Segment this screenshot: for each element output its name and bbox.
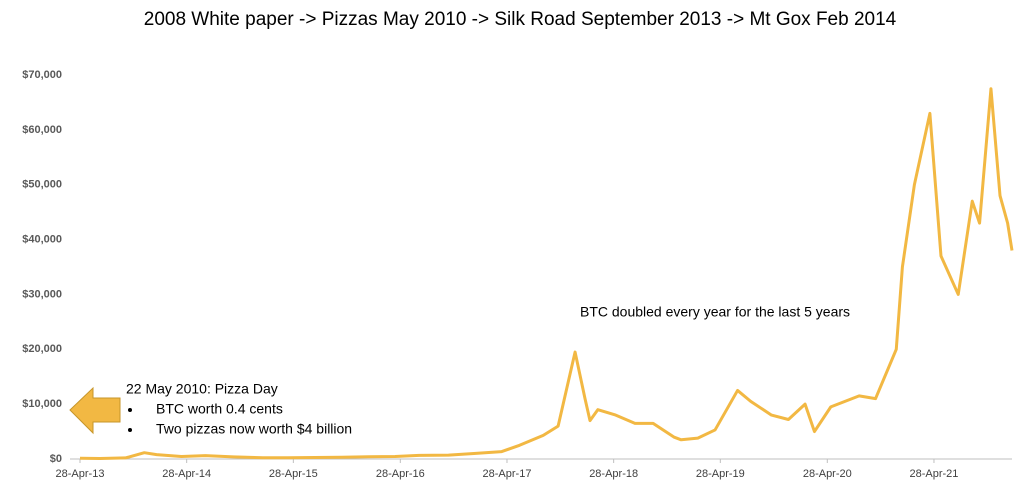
bullet	[128, 428, 132, 432]
y-tick-label: $20,000	[22, 343, 62, 355]
x-tick-label: 28-Apr-21	[910, 468, 959, 480]
x-tick-label: 28-Apr-20	[803, 468, 852, 480]
bullet	[128, 408, 132, 412]
y-tick-label: $60,000	[22, 124, 62, 136]
x-tick-label: 28-Apr-15	[269, 468, 318, 480]
chart-title: 2008 White paper -> Pizzas May 2010 -> S…	[144, 9, 897, 30]
x-tick-label: 28-Apr-18	[589, 468, 638, 480]
price-line	[79, 87, 1014, 461]
plot-area: $0 $10,000 $20,000 $30,000 $40,000 $50,000 $60…	[22, 69, 1014, 480]
y-tick-label: $40,000	[22, 233, 62, 245]
x-tick-label: 28-Apr-17	[483, 468, 532, 480]
y-tick-label: $70,000	[22, 69, 62, 81]
callout-item: Two pizzas now worth $4 billion	[156, 421, 352, 437]
x-tick-label: 28-Apr-16	[376, 468, 425, 480]
annotation: BTC doubled every year for the last 5 ye…	[580, 304, 850, 320]
x-tick-label: 28-Apr-19	[696, 468, 745, 480]
x-tick-label: 28-Apr-14	[162, 468, 211, 480]
y-tick-label: $10,000	[22, 398, 62, 410]
y-tick-label: $30,000	[22, 288, 62, 300]
callout-arrow	[69, 386, 121, 435]
x-tick-label: 28-Apr-13	[56, 468, 105, 480]
y-tick-label: $0	[50, 453, 62, 465]
callout-title: 22 May 2010: Pizza Day	[126, 381, 278, 397]
y-tick-label: $50,000	[22, 179, 62, 191]
callout-item: BTC worth 0.4 cents	[156, 401, 283, 417]
